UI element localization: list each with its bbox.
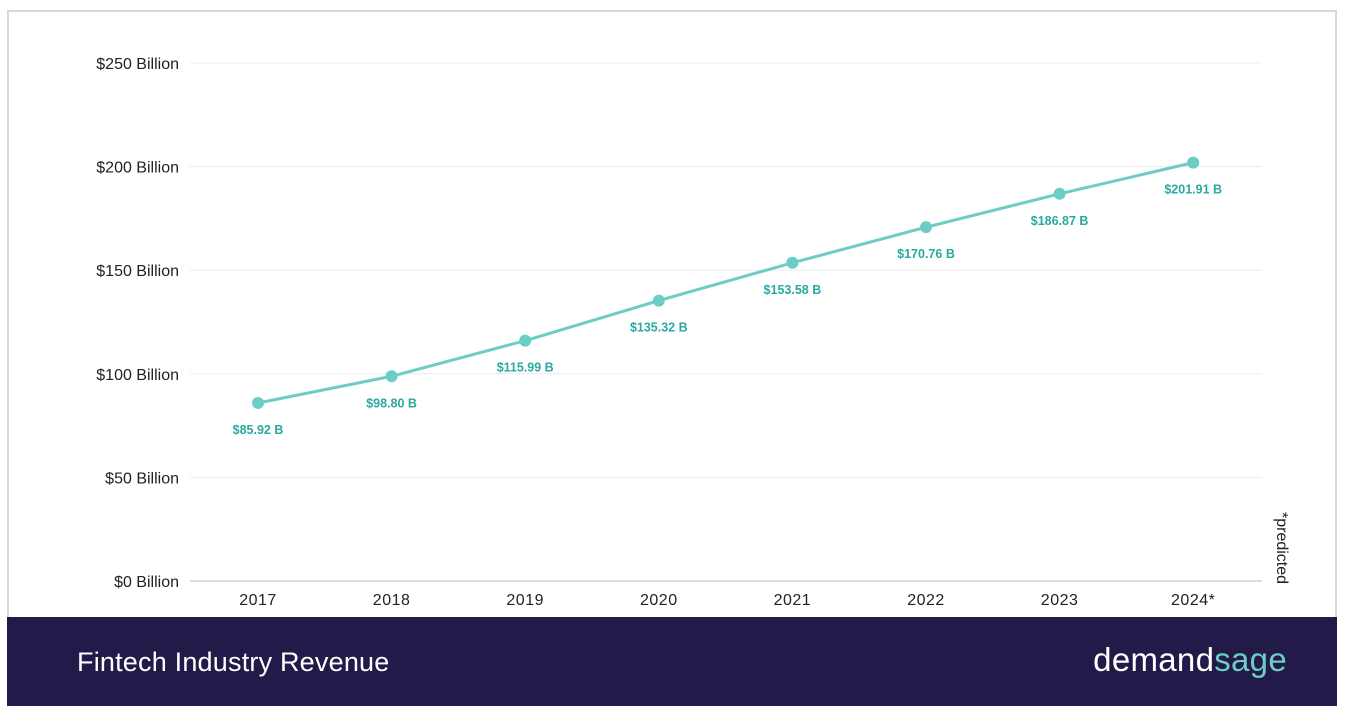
- data-label: $153.58 B: [764, 283, 822, 297]
- x-tick-label: 2021: [774, 592, 812, 609]
- data-label: $135.32 B: [630, 321, 688, 335]
- brand-logo: demandsage: [1093, 641, 1287, 679]
- data-point: [786, 256, 799, 269]
- x-tick-label: 2017: [239, 592, 277, 609]
- data-point: [1187, 156, 1200, 169]
- x-tick-label: 2020: [640, 592, 678, 609]
- y-tick-label: $100 Billion: [96, 367, 179, 384]
- footer-banner: Fintech Industry Revenue demandsage: [7, 617, 1337, 706]
- data-point: [385, 370, 398, 383]
- predicted-note: *predicted: [1273, 512, 1290, 584]
- x-tick-label: 2023: [1041, 592, 1079, 609]
- data-point: [920, 221, 932, 234]
- y-tick-label: $50 Billion: [105, 470, 179, 487]
- x-tick-label: 2018: [373, 592, 411, 609]
- data-label: $98.80 B: [366, 396, 417, 410]
- data-label: $201.91 B: [1164, 183, 1222, 197]
- data-point: [1053, 187, 1066, 200]
- x-tick-label: 2019: [506, 592, 544, 609]
- y-tick-label: $0 Billion: [114, 574, 179, 591]
- data-label: $170.76 B: [897, 247, 955, 261]
- data-label: $85.92 B: [233, 423, 284, 437]
- footer-title: Fintech Industry Revenue: [77, 647, 390, 677]
- series-line: [257, 161, 1194, 405]
- brand-logo-part1: demand: [1093, 641, 1215, 678]
- data-label: $115.99 B: [497, 361, 554, 375]
- data-point: [252, 396, 264, 409]
- chart-card: $0 Billion $50 Billion $100 Billion $150 Bi…: [7, 10, 1337, 706]
- brand-logo-part2: sage: [1214, 641, 1287, 678]
- y-tick-label: $150 Billion: [96, 263, 179, 280]
- y-tick-label: $200 Billion: [96, 160, 179, 177]
- data-point: [519, 334, 532, 347]
- data-point: [652, 294, 665, 307]
- x-tick-label: 2024*: [1171, 592, 1215, 609]
- line-chart: $0 Billion $50 Billion $100 Billion $150 Bi…: [96, 56, 1290, 609]
- data-label: $186.87 B: [1031, 214, 1089, 228]
- x-tick-label: 2022: [907, 592, 945, 609]
- y-tick-label: $250 Billion: [96, 56, 179, 73]
